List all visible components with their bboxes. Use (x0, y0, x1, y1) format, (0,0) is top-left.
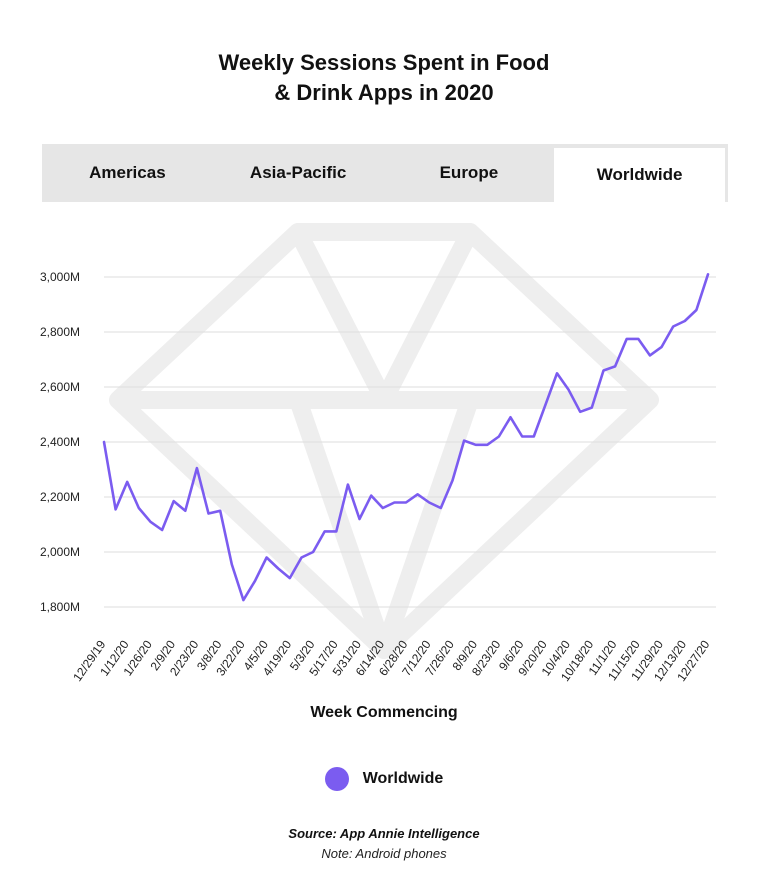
y-tick-label: 2,000M (40, 545, 80, 559)
line-chart: 1,800M 2,000M 2,200M 2,400M 2,600M 2,800M 3,00… (40, 223, 716, 684)
gridlines (104, 276, 716, 608)
y-tick-label: 3,000M (40, 270, 80, 284)
region-tabs: Americas Asia-Pacific Europe Worldwide (42, 144, 728, 202)
y-tick-label: 1,800M (40, 600, 80, 614)
watermark-upper (111, 223, 657, 409)
source-text: Source: App Annie Intelligence (288, 826, 480, 841)
tab-worldwide[interactable]: Worldwide (554, 148, 725, 202)
legend-label: Worldwide (362, 770, 444, 787)
y-tick-label: 2,400M (40, 435, 80, 449)
watermark-outline (109, 223, 659, 659)
tab-asia-pacific[interactable]: Asia-Pacific (249, 163, 347, 182)
legend: Worldwide (0, 767, 768, 791)
series-group (102, 272, 710, 602)
y-tick-label: 2,200M (40, 490, 80, 504)
tab-americas[interactable]: Americas (89, 163, 166, 182)
diamond-watermark-icon (109, 223, 659, 659)
watermark-lower (289, 397, 479, 659)
tab-europe[interactable]: Europe (439, 163, 499, 182)
x-tick-label: 12/29/19 (70, 637, 108, 684)
note-text: Note: Android phones (321, 846, 447, 861)
x-axis-title: Week Commencing (310, 704, 458, 721)
chart-title-line-2: & Drink Apps in 2020 (274, 80, 494, 105)
y-axis-ticks: 1,800M 2,000M 2,200M 2,400M 2,600M 2,800M 3,00… (40, 270, 80, 614)
chart-title-line-1: Weekly Sessions Spent in Food (218, 50, 550, 75)
legend-swatch (324, 767, 349, 791)
y-tick-label: 2,800M (40, 325, 80, 339)
y-tick-label: 2,600M (40, 380, 80, 394)
chart-title: Weekly Sessions Spent in Food & Drink Ap… (0, 48, 768, 108)
